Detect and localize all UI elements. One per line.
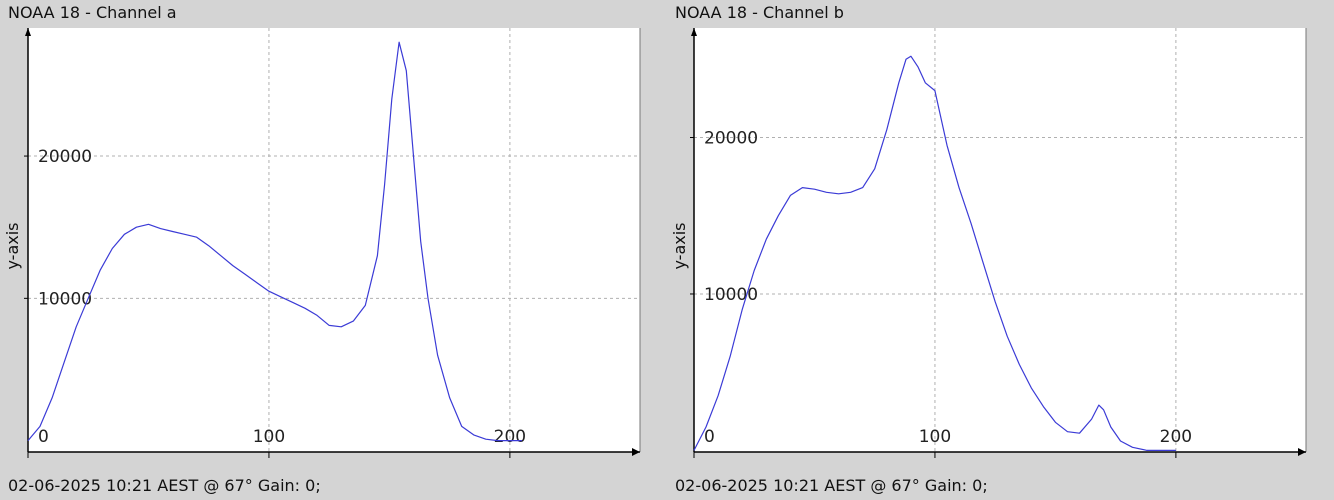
chart-caption: 02-06-2025 10:21 AEST @ 67° Gain: 0; xyxy=(8,476,321,495)
plot-area: 0 100 200 10000 20000 xyxy=(690,28,1307,458)
plot-area: 0 100 200 10000 20000 xyxy=(24,28,641,458)
plot-background xyxy=(28,28,640,452)
chart-title: NOAA 18 - Channel a xyxy=(8,3,177,22)
chart-title: NOAA 18 - Channel b xyxy=(675,3,844,22)
x-tick-label: 200 xyxy=(1160,427,1192,447)
y-tick-label: 20000 xyxy=(704,129,758,149)
x-tick-label: 0 xyxy=(38,427,49,447)
y-axis-arrow xyxy=(691,28,697,36)
series-line xyxy=(27,41,522,442)
chart-panel-a: NOAA 18 - Channel a y-axis 0 100 200 10000 2… xyxy=(0,0,666,500)
x-tick-label: 200 xyxy=(494,427,526,447)
x-tick-label: 100 xyxy=(919,427,951,447)
y-tick-label: 10000 xyxy=(704,285,758,305)
x-axis-arrow xyxy=(632,448,640,456)
series-line xyxy=(693,55,1176,451)
plot-background xyxy=(694,28,1306,452)
x-axis-arrow xyxy=(1298,448,1306,456)
x-tick-label: 0 xyxy=(704,427,715,447)
y-tick-label: 20000 xyxy=(38,147,92,167)
y-tick-label: 10000 xyxy=(38,289,92,309)
x-tick-label: 100 xyxy=(253,427,285,447)
chart-caption: 02-06-2025 10:21 AEST @ 67° Gain: 0; xyxy=(675,476,988,495)
y-axis-arrow xyxy=(25,28,31,36)
chart-panel-b: NOAA 18 - Channel b y-axis 0 100 200 10000 2… xyxy=(667,0,1334,500)
